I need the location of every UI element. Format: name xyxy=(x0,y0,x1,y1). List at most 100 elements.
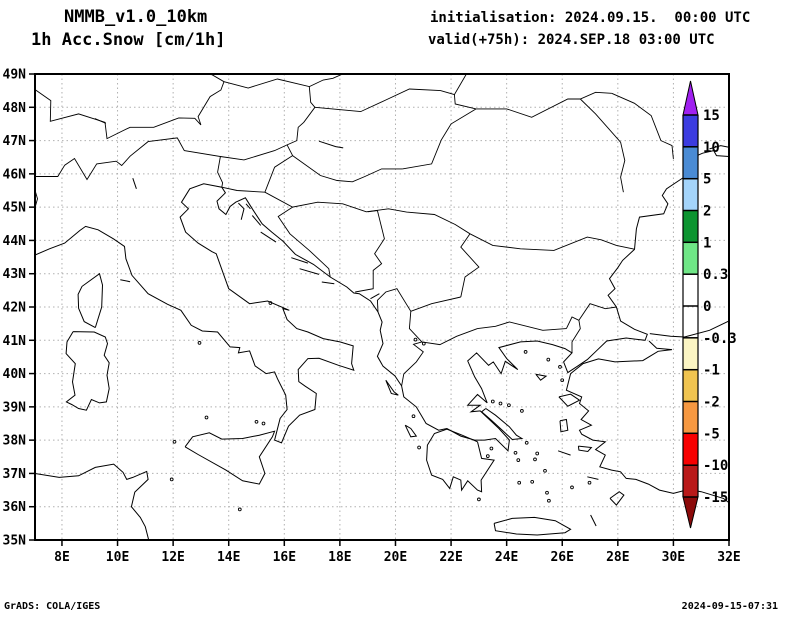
island xyxy=(517,480,522,485)
country-border xyxy=(376,288,412,313)
grads-credit: GrADS: COLA/IGES xyxy=(4,601,101,612)
coastline xyxy=(77,272,104,329)
coastline xyxy=(577,445,593,453)
country-border xyxy=(401,341,424,386)
island xyxy=(237,507,242,512)
lat-tick-label: 41N xyxy=(3,334,27,349)
colorbar-tick-label: -2 xyxy=(703,395,720,411)
coastline xyxy=(557,450,571,456)
coastline xyxy=(587,476,599,480)
island xyxy=(254,419,259,424)
island xyxy=(489,446,494,451)
country-border xyxy=(410,296,461,312)
island xyxy=(546,357,551,362)
lat-tick-label: 40N xyxy=(3,367,27,382)
lon-tick-label: 8E xyxy=(54,550,70,565)
island xyxy=(413,337,418,342)
lon-tick-label: 16E xyxy=(273,550,296,565)
coastline xyxy=(120,279,131,283)
coastline xyxy=(299,268,320,275)
island xyxy=(421,341,426,346)
colorbar-segment xyxy=(683,178,698,211)
coastline xyxy=(565,340,729,504)
country-border xyxy=(202,74,225,83)
island xyxy=(520,409,524,413)
island xyxy=(498,401,503,406)
colorbar-tick-label: 15 xyxy=(703,108,720,124)
island xyxy=(524,440,529,445)
lon-tick-label: 30E xyxy=(662,550,685,565)
island xyxy=(172,439,177,444)
coastline xyxy=(609,491,625,506)
island xyxy=(507,403,511,408)
lat-tick-label: 44N xyxy=(3,234,27,249)
island xyxy=(543,468,547,473)
coastline xyxy=(426,428,495,493)
coastline xyxy=(291,257,309,264)
coastline xyxy=(35,150,729,452)
lon-tick-label: 18E xyxy=(328,550,351,565)
coastline xyxy=(184,430,276,485)
island xyxy=(587,480,592,485)
colorbar-tick-label: -10 xyxy=(703,458,728,474)
lat-tick-label: 39N xyxy=(3,400,27,415)
lon-tick-label: 24E xyxy=(495,550,518,565)
coastline xyxy=(404,424,418,438)
lon-tick-label: 32E xyxy=(717,550,740,565)
coastline xyxy=(245,203,251,210)
lon-tick-label: 26E xyxy=(550,550,573,565)
coastline xyxy=(480,408,524,441)
coastline xyxy=(260,231,277,243)
island xyxy=(485,454,490,458)
coastline xyxy=(132,178,137,189)
lat-tick-label: 37N xyxy=(3,467,27,482)
colorbar-segment xyxy=(683,465,698,497)
coastline xyxy=(251,215,262,226)
lon-tick-label: 12E xyxy=(161,550,184,565)
country-border xyxy=(309,74,343,88)
colorbar-tick-label: -5 xyxy=(703,426,720,442)
valid-time: valid(+75h): 2024.SEP.18 03:00 UTC xyxy=(428,32,715,48)
country-border xyxy=(355,210,385,293)
lon-tick-label: 20E xyxy=(384,550,407,565)
lat-tick-label: 42N xyxy=(3,301,27,316)
coastline xyxy=(321,281,335,285)
country-border xyxy=(578,303,617,321)
field-title: 1h Acc.Snow [cm/1h] xyxy=(31,30,226,50)
lon-tick-label: 14E xyxy=(217,550,240,565)
island xyxy=(204,415,209,420)
lon-tick-label: 10E xyxy=(106,550,129,565)
coastline xyxy=(370,293,380,300)
coastline xyxy=(649,320,729,338)
colorbar-tick-label: 1 xyxy=(703,235,711,251)
country-border xyxy=(277,206,331,278)
colorbar-segment xyxy=(683,115,698,147)
island xyxy=(169,477,174,482)
coastline xyxy=(709,145,729,150)
colorbar-tick-label: -15 xyxy=(703,490,728,506)
country-border xyxy=(220,107,316,161)
country-border xyxy=(565,316,581,353)
lat-tick-label: 48N xyxy=(3,101,27,116)
lat-tick-label: 35N xyxy=(3,534,27,549)
island xyxy=(513,450,518,455)
island xyxy=(570,485,574,490)
colorbar-segment xyxy=(683,433,698,466)
island xyxy=(411,414,416,419)
country-border xyxy=(292,155,403,183)
country-border xyxy=(314,74,467,113)
country-border xyxy=(611,92,674,159)
country-border xyxy=(477,321,567,331)
island xyxy=(535,451,540,456)
island xyxy=(523,350,528,354)
creation-timestamp: 2024-09-15-07:31 xyxy=(681,601,778,612)
lon-tick-label: 28E xyxy=(606,550,629,565)
colorbar-tick-label: 0 xyxy=(703,299,711,315)
lat-tick-label: 49N xyxy=(3,68,27,83)
colorbar-segment xyxy=(683,369,698,402)
island xyxy=(268,301,273,305)
island xyxy=(516,458,521,462)
colorbar-segment xyxy=(683,210,698,243)
country-border xyxy=(402,108,477,170)
